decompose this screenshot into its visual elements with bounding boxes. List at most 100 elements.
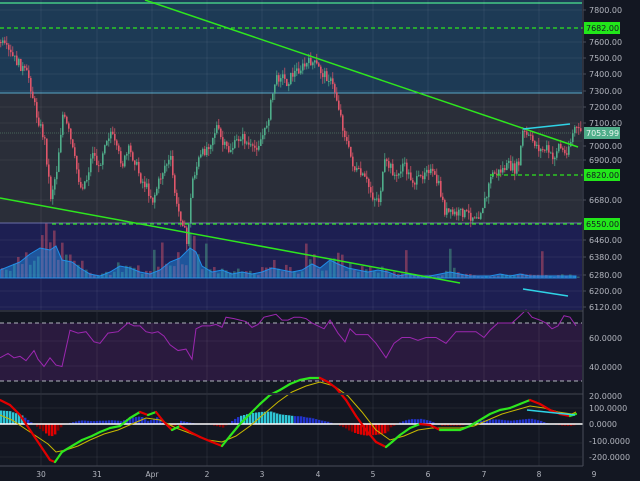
volume-bar — [241, 271, 244, 278]
candle-body — [442, 196, 444, 200]
time-tick-label: 31 — [92, 470, 102, 479]
macd-line-segment — [18, 413, 32, 432]
macd-line-segment — [344, 398, 358, 418]
candle-body — [62, 114, 64, 135]
candle-body — [576, 126, 578, 128]
candle-body — [306, 63, 308, 67]
candle-body — [178, 203, 180, 212]
macd-histogram-bar — [159, 420, 162, 424]
rsi-divergence-line[interactable] — [522, 288, 569, 297]
candle-body — [64, 114, 66, 117]
time-tick-label: 8 — [537, 470, 542, 479]
macd-histogram-bar — [81, 420, 84, 424]
macd-histogram-bar — [513, 420, 516, 424]
macd-histogram-bar — [78, 420, 81, 424]
candle-body — [312, 62, 314, 66]
candle-body — [392, 163, 394, 176]
trendlines[interactable] — [0, 0, 579, 284]
volume-bar — [269, 267, 272, 278]
candle-body — [386, 159, 388, 162]
candle-body — [430, 168, 432, 174]
candle-body — [338, 100, 340, 110]
candle-body — [232, 147, 234, 151]
macd-histogram-bar — [45, 424, 48, 434]
price-tick-label: 6380.00 — [589, 253, 622, 262]
price-tag-level[interactable] — [584, 22, 620, 34]
macd-histogram-bar — [327, 421, 330, 424]
pane-separator[interactable] — [0, 310, 640, 312]
candle-body — [68, 123, 70, 129]
macd-tick-label: 0.0000 — [589, 420, 617, 429]
candle-body — [86, 179, 88, 182]
pane-separators[interactable] — [0, 310, 640, 467]
descending-resistance-trendline[interactable] — [144, 0, 579, 148]
macd-line-segment — [60, 444, 74, 454]
macd-histogram-bar — [306, 417, 309, 424]
volume-bar — [525, 274, 528, 278]
candle-body — [34, 98, 36, 103]
candle-body — [444, 199, 446, 215]
volume-bar — [77, 264, 80, 278]
volume-bar — [417, 275, 420, 278]
macd-histogram-bar — [15, 413, 18, 424]
time-axis[interactable]: 30 31 Apr 2 3 4 5 6 7 8 9 — [36, 470, 596, 479]
candle-body — [96, 155, 98, 166]
volume-bar — [177, 252, 180, 278]
price-tag-last-price[interactable] — [584, 127, 620, 139]
candle-body — [414, 182, 416, 185]
price-divergence-trendline[interactable] — [522, 123, 571, 130]
candle-body — [122, 163, 124, 167]
candle-body — [352, 156, 354, 167]
candle-body — [360, 168, 362, 176]
horizontal-levels[interactable] — [0, 27, 583, 225]
time-tick-label: 2 — [205, 470, 210, 479]
candle-body — [362, 173, 364, 176]
macd-histogram-bar — [144, 419, 147, 424]
rsi-band-zone — [0, 323, 582, 381]
price-tick-label: 6900.00 — [589, 156, 622, 165]
macd-histogram-bar — [564, 424, 567, 426]
macd-line-segment — [418, 422, 432, 427]
macd-histogram-bar — [57, 424, 60, 431]
candle-body — [42, 124, 44, 138]
candle-body — [124, 155, 126, 167]
candle-body — [44, 137, 46, 139]
price-tick-label: 6280.00 — [589, 271, 622, 280]
candle-body — [14, 55, 16, 57]
macd-histogram-bar — [96, 420, 99, 424]
volume-bar — [437, 276, 440, 278]
candle-body — [484, 198, 486, 209]
macd-histogram-bar — [87, 420, 90, 424]
macd-histogram-bar — [501, 419, 504, 424]
candle-body — [568, 146, 570, 155]
candle-body — [514, 163, 516, 174]
macd-histogram-bar — [375, 424, 378, 435]
volume-bar — [325, 270, 328, 278]
candle-body — [406, 162, 408, 175]
candle-body — [176, 192, 178, 204]
macd-line-segment — [518, 398, 532, 406]
descending-support-trendline[interactable] — [0, 197, 461, 284]
macd-histogram-bar — [51, 424, 54, 437]
candle-body — [494, 172, 496, 174]
candle-body — [296, 68, 298, 71]
price-tag-level[interactable] — [584, 218, 620, 230]
volume-bar — [449, 248, 452, 278]
price-tick-label: 7300.00 — [589, 87, 622, 96]
macd-divergence-line[interactable] — [526, 409, 576, 416]
candle-body — [220, 128, 222, 138]
candle-body — [356, 168, 358, 171]
candle-body — [374, 199, 376, 201]
pane-separator[interactable] — [0, 393, 640, 395]
macd-line-segment — [220, 434, 232, 448]
volume-bar — [25, 252, 28, 278]
mid-zone — [0, 93, 582, 223]
volume-bar — [173, 266, 176, 278]
price-axis[interactable]: 7800.00 7600.00 7500.00 7400.00 7300.00 7200.… — [582, 0, 640, 466]
macd-histogram-bar — [141, 417, 144, 424]
macd-histogram-bar — [267, 411, 270, 424]
candle-body — [28, 70, 30, 79]
price-tag-level[interactable] — [584, 169, 620, 181]
candle-body — [272, 93, 274, 101]
